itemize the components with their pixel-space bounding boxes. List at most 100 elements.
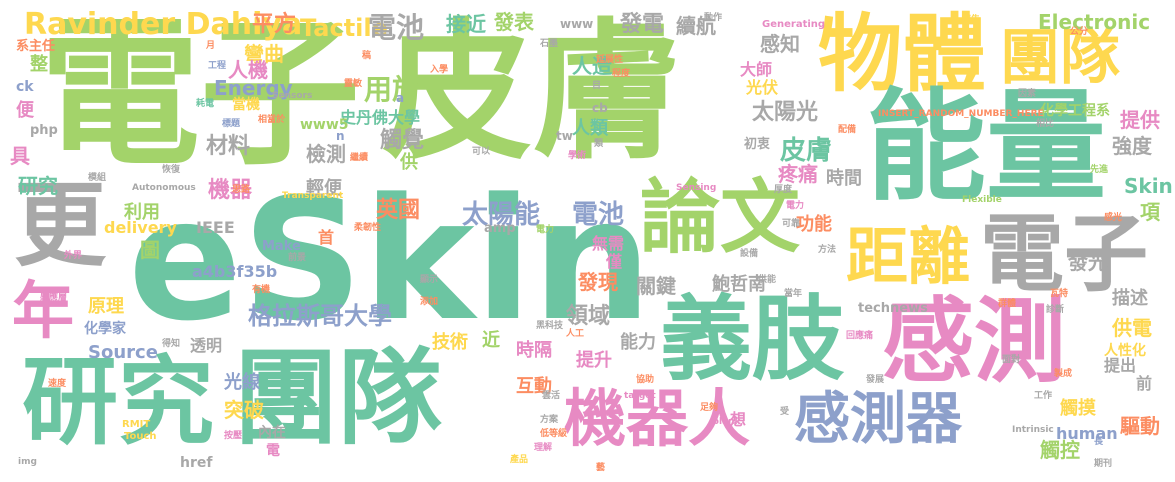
word-產品: 產品 xyxy=(510,456,528,465)
word-群體: 群體 xyxy=(998,300,1016,309)
word-工作: 工作 xyxy=(1034,392,1052,401)
word-皮膚-2: 皮膚 xyxy=(780,138,832,164)
word-接近: 接近 xyxy=(446,14,486,34)
word-添加: 添加 xyxy=(420,298,438,307)
word-時隔: 時隔 xyxy=(516,342,552,360)
word-突破: 突破 xyxy=(224,400,264,420)
word-檢測: 檢測 xyxy=(306,144,346,164)
word-廣告: 廣告 xyxy=(962,16,980,25)
word-Generating: Generating xyxy=(762,20,825,30)
word-大師: 大師 xyxy=(740,62,772,78)
word-厚度: 厚度 xyxy=(774,186,792,195)
word-項: 項 xyxy=(1140,202,1160,222)
word-相當於: 相當於 xyxy=(258,116,285,125)
word-透明: 透明 xyxy=(190,338,222,354)
word-相比: 相比 xyxy=(1036,120,1054,129)
word-RMIT: RMIT xyxy=(122,420,150,430)
word-可靠: 可靠 xyxy=(782,220,800,229)
word-提出: 提出 xyxy=(1104,358,1136,374)
word-稿: 稿 xyxy=(362,52,371,61)
word-入學: 入學 xyxy=(430,66,448,75)
word-Make: Make xyxy=(262,240,301,253)
word-年: 年 xyxy=(12,280,74,342)
word-程度: 程度 xyxy=(612,70,630,79)
word-材料: 材料 xyxy=(206,136,250,158)
word-協助: 協助 xyxy=(636,376,654,385)
word-人工: 人工 xyxy=(566,330,584,339)
word-觸摸: 觸摸 xyxy=(1060,400,1096,418)
word-理解: 理解 xyxy=(534,444,552,453)
word-功能: 功能 xyxy=(796,216,832,234)
word-電: 電 xyxy=(266,444,280,458)
word-php: php xyxy=(30,124,58,137)
word-當機: 當機 xyxy=(232,98,260,112)
word-提供: 提供 xyxy=(1120,110,1160,130)
word-Source: Source xyxy=(88,344,158,362)
word-感光: 感光 xyxy=(1104,214,1122,223)
word-近: 近 xyxy=(482,332,500,350)
word-_blank: _blank xyxy=(708,418,741,427)
word-發電: 發電 xyxy=(620,14,664,36)
word-電子-2: 電子 xyxy=(980,212,1148,296)
word-a4b3f35b: a4b3f35b xyxy=(192,264,277,280)
word-公分: 公分 xyxy=(1070,28,1088,37)
word-發表: 發表 xyxy=(494,12,534,32)
word-期刊: 期刊 xyxy=(1094,460,1112,469)
word-href: href xyxy=(180,456,212,470)
word-初衷: 初衷 xyxy=(744,138,770,151)
word-觸覺: 觸覺 xyxy=(380,130,424,152)
word-速度: 速度 xyxy=(48,380,66,389)
word-內在: 內在 xyxy=(258,426,286,440)
word-可以: 可以 xyxy=(472,148,490,157)
word-延展性: 延展性 xyxy=(596,56,623,65)
word-黑科技: 黑科技 xyxy=(536,322,563,331)
word-格拉斯哥大學: 格拉斯哥大學 xyxy=(248,304,392,328)
word-模組: 模組 xyxy=(88,174,106,183)
word-時間: 時間 xyxy=(826,170,862,188)
word-供電: 供電 xyxy=(1112,318,1152,338)
word-動作: 動作 xyxy=(704,14,722,23)
word-當年: 當年 xyxy=(784,290,802,299)
word-便: 便 xyxy=(16,102,34,120)
word-長: 長 xyxy=(1094,438,1103,447)
word-化學家: 化學家 xyxy=(84,322,126,336)
word-配備: 配備 xyxy=(838,126,856,135)
word-領域: 領域 xyxy=(566,306,610,328)
word-Flexible: Flexible xyxy=(962,196,1002,205)
word-原理: 原理 xyxy=(88,298,124,316)
word-前景: 前景 xyxy=(288,254,306,263)
word-瓦特: 瓦特 xyxy=(1050,290,1068,299)
word-感知: 感知 xyxy=(760,34,800,54)
word-Sensors: Sensors xyxy=(272,92,312,101)
word-整: 整 xyxy=(30,56,48,74)
word-太陽光: 太陽光 xyxy=(752,102,818,124)
word-ck: ck xyxy=(16,80,34,94)
word-研究-2: 研究 xyxy=(18,176,58,196)
word-因素: 因素 xyxy=(1018,90,1036,99)
word-img: img xyxy=(18,458,37,467)
word-恢復: 恢復 xyxy=(162,166,180,175)
word-義肢: 義肢 xyxy=(660,294,844,386)
word-靈敏: 靈敏 xyxy=(344,80,362,89)
word-僅: 僅 xyxy=(606,254,622,270)
word-Skin: Skin xyxy=(1124,176,1173,196)
word-Autonomous: Autonomous xyxy=(132,184,196,193)
word-amp: amp xyxy=(484,222,516,235)
word-無需: 無需 xyxy=(592,236,624,252)
word-受: 受 xyxy=(780,408,789,417)
word-回應痛: 回應痛 xyxy=(846,332,873,341)
word-藝: 藝 xyxy=(596,464,605,473)
word-觸控: 觸控 xyxy=(1040,440,1080,460)
word-距離: 距離 xyxy=(846,226,970,288)
word-先進: 先進 xyxy=(1090,166,1108,175)
word-圖: 圖 xyxy=(140,240,160,260)
word-面對: 面對 xyxy=(1002,356,1020,365)
word-tw: tw xyxy=(556,130,573,142)
word-IEEE: IEEE xyxy=(196,220,235,236)
word-電池-1: 電池 xyxy=(368,14,424,42)
word-具: 具 xyxy=(10,146,30,166)
word-供: 供 xyxy=(400,154,418,172)
word-供能: 供能 xyxy=(758,276,776,285)
word-電池-2: 電池 xyxy=(572,202,624,228)
